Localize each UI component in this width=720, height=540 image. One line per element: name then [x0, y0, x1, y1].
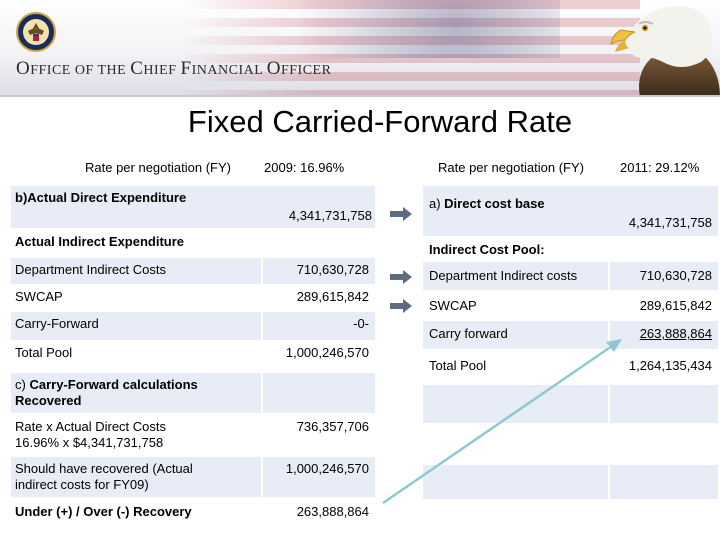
- left-row-dept-value: 710,630,728: [263, 258, 375, 284]
- right-direct-text: Direct cost base: [444, 196, 545, 211]
- left-row-dept-label: Department Indirect Costs: [11, 258, 261, 284]
- right-row-total-label: Total Pool: [423, 351, 608, 383]
- recovered-heading-value-cell: [263, 373, 375, 413]
- left-row-carry-value: -0-: [263, 312, 375, 340]
- left-row-swcap-value: 289,615,842: [263, 285, 375, 311]
- right-row-carry-label: Carry forward: [423, 321, 608, 349]
- recovered-heading-prefix: c): [15, 377, 30, 392]
- left-row-swcap-label: SWCAP: [11, 285, 261, 311]
- office-title-word: FFICE OF THE: [30, 63, 131, 78]
- right-empty-cell: [423, 425, 608, 463]
- office-title-cap: O: [16, 58, 31, 79]
- arrow-right-icon: [390, 207, 412, 221]
- eagle-icon: [610, 6, 720, 97]
- right-row-dept-value: 710,630,728: [610, 262, 718, 290]
- right-row-dept-label: Department Indirect costs: [423, 262, 608, 290]
- recovered-row-under-label: Under (+) / Over (-) Recovery: [11, 499, 261, 531]
- recovered-row-should-label: Should have recovered (Actual indirect c…: [11, 457, 261, 497]
- right-row-swcap-value: 289,615,842: [610, 292, 718, 320]
- right-empty-cell: [610, 425, 718, 463]
- office-title-cap: F: [180, 58, 192, 79]
- right-empty-cell: [610, 385, 718, 423]
- right-empty-cell: [423, 501, 608, 535]
- office-title-cap: C: [130, 58, 144, 79]
- left-col-header: Rate per negotiation (FY): [85, 160, 231, 175]
- left-row-direct-value: 4,341,731,758: [288, 208, 372, 223]
- right-empty-cell: [423, 385, 608, 423]
- recovered-row-rate-label: Rate x Actual Direct Costs 16.96% x $4,3…: [11, 415, 261, 455]
- right-direct-value: 4,341,731,758: [628, 215, 712, 230]
- right-pool-heading: Indirect Cost Pool:: [423, 238, 608, 262]
- right-empty-cell: [610, 465, 718, 499]
- right-empty-cell: [610, 501, 718, 535]
- right-row-carry-value: 263,888,864: [610, 321, 718, 349]
- office-title-word: INANCIAL: [191, 63, 267, 78]
- flag-canton: [300, 0, 560, 58]
- recovered-heading-text: Carry-Forward calculations Recovered: [15, 377, 198, 408]
- recovered-row-rate-value: 736,357,706: [263, 415, 375, 455]
- recovered-row-under-value: 263,888,864: [263, 499, 375, 531]
- header-banner: OFFICE OF THE CHIEF FINANCIAL OFFICER: [0, 0, 720, 97]
- doj-seal-icon: [16, 12, 56, 52]
- right-row-total-value: 1,264,135,434: [610, 351, 718, 383]
- arrow-right-icon: [390, 270, 412, 284]
- flag-background: [180, 0, 640, 97]
- office-title-word: FFICER: [280, 63, 332, 78]
- left-row-direct-label: b)Actual Direct Expenditure: [11, 186, 375, 228]
- recovered-row-should-value: 1,000,246,570: [263, 457, 375, 497]
- office-title-word: HIEF: [143, 63, 181, 78]
- right-rate-header: 2011: 29.12%: [620, 160, 700, 175]
- office-title: OFFICE OF THE CHIEF FINANCIAL OFFICER: [16, 58, 331, 80]
- left-row-total-value: 1,000,246,570: [263, 341, 375, 371]
- right-col-header: Rate per negotiation (FY): [438, 160, 584, 175]
- office-title-cap: O: [266, 58, 281, 79]
- banner-divider: [0, 95, 720, 97]
- arrow-right-icon: [390, 299, 412, 313]
- left-row-total-label: Total Pool: [11, 341, 261, 371]
- recovered-heading: c) Carry-Forward calculations Recovered: [11, 373, 261, 413]
- right-direct-label: a) Direct cost base: [423, 186, 718, 236]
- left-row-carry-label: Carry-Forward: [11, 312, 261, 340]
- right-empty-cell: [423, 465, 608, 499]
- page-title: Fixed Carried-Forward Rate: [187, 104, 573, 139]
- left-rate-header: 2009: 16.96%: [264, 160, 345, 175]
- left-row-indirect-label: Actual Indirect Expenditure: [11, 230, 261, 256]
- right-row-swcap-label: SWCAP: [423, 292, 608, 320]
- right-direct-prefix: a): [429, 196, 445, 211]
